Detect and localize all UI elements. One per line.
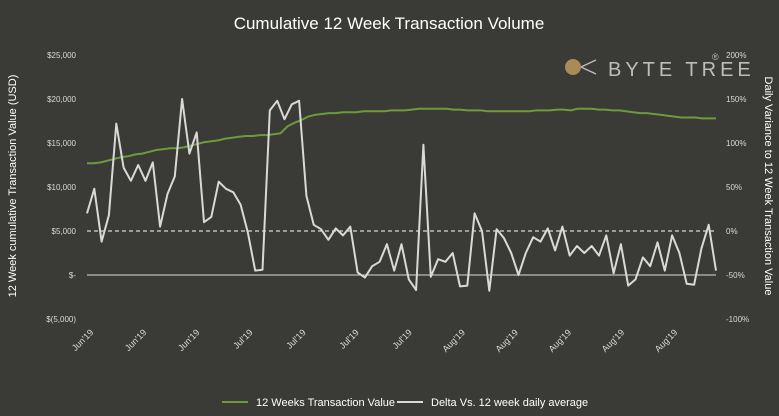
y-tick-left-label: $20,000: [47, 95, 76, 104]
logo: BYTE TREE ®: [565, 52, 755, 81]
y-axis-left: $(5,000) $- $5,000 $10,000 $15,000 $20,000 $25…: [46, 51, 76, 324]
chart-title: Cumulative 12 Week Transaction Volume: [234, 14, 545, 33]
y-tick-left-label: $5,000: [52, 227, 77, 236]
y-tick-right-label: 0%: [726, 227, 738, 236]
series-delta-line: [86, 98, 717, 292]
y-axis-left-label: 12 Week cumulative Transaction Value (US…: [7, 75, 19, 298]
logo-branch-icon: [580, 59, 597, 68]
y-axis-right: -100% -50% 0% 50% 100% 150% 200%: [726, 51, 749, 324]
logo-tree-icon: [565, 59, 581, 75]
y-tick-right-label: -100%: [726, 315, 749, 324]
y-tick-right-label: -50%: [726, 271, 745, 280]
legend-cumulative-label: 12 Weeks Transaction Value: [256, 397, 395, 409]
logo-branch-icon: [580, 66, 597, 75]
logo-registered-mark: ®: [712, 52, 719, 62]
legend: 12 Weeks Transaction Value Delta Vs. 12 …: [222, 397, 588, 409]
y-tick-left-label: $25,000: [47, 51, 76, 60]
y-axis-right-label: Daily Variance to 12 Week Transaction Va…: [762, 77, 774, 296]
y-tick-left-label: $10,000: [47, 183, 76, 192]
y-tick-right-label: 150%: [726, 95, 746, 104]
y-tick-left-label: $-: [69, 271, 76, 280]
y-tick-left-label: $(5,000): [46, 315, 76, 324]
y-tick-right-label: 200%: [726, 51, 746, 60]
y-tick-left-label: $15,000: [47, 139, 76, 148]
y-tick-right-label: 50%: [726, 183, 742, 192]
y-tick-right-label: 100%: [726, 139, 746, 148]
legend-delta-label: Delta Vs. 12 week daily average: [431, 397, 588, 409]
logo-text: BYTE TREE: [608, 59, 755, 81]
